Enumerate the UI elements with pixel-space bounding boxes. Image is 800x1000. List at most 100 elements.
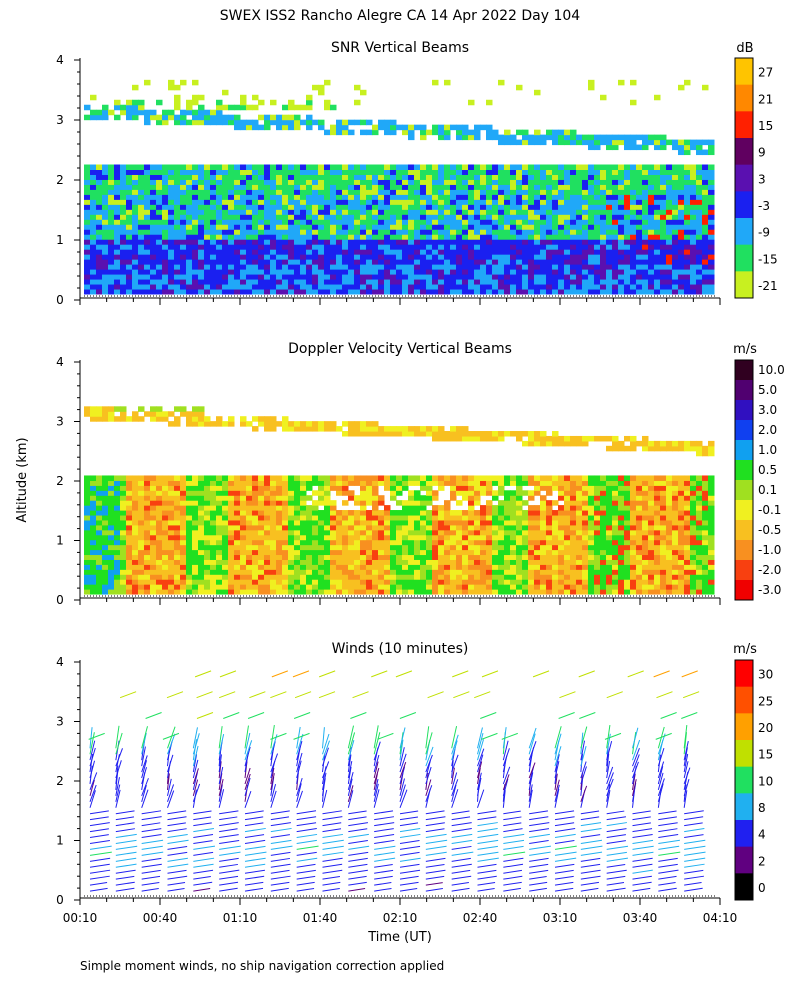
doppler-cell bbox=[318, 534, 325, 541]
snr-cell bbox=[132, 284, 139, 290]
snr-cell bbox=[294, 229, 301, 235]
snr-cell bbox=[252, 189, 259, 195]
doppler-cell bbox=[432, 519, 439, 526]
doppler-cell bbox=[294, 524, 301, 531]
doppler-cell bbox=[150, 524, 157, 531]
doppler-cell bbox=[228, 569, 235, 575]
doppler-cell bbox=[426, 485, 433, 491]
snr-cell bbox=[132, 224, 139, 230]
snr-cell bbox=[708, 219, 715, 225]
snr-cell bbox=[306, 104, 313, 111]
doppler-cell bbox=[120, 490, 127, 496]
snr-cell bbox=[252, 264, 259, 270]
snr-cell bbox=[600, 134, 607, 141]
doppler-cell bbox=[504, 579, 511, 585]
snr-cell bbox=[348, 214, 355, 220]
snr-cell bbox=[168, 254, 175, 260]
doppler-cell bbox=[96, 514, 103, 521]
snr-cell bbox=[426, 244, 433, 250]
doppler-cell bbox=[138, 510, 145, 516]
doppler-cell bbox=[288, 574, 295, 580]
snr-cell bbox=[378, 204, 385, 210]
doppler-cell bbox=[474, 480, 481, 486]
snr-cell bbox=[606, 209, 613, 215]
doppler-cell bbox=[96, 564, 103, 570]
snr-cell bbox=[342, 204, 349, 210]
doppler-cell bbox=[198, 549, 205, 556]
snr-cell bbox=[174, 184, 181, 190]
snr-cell bbox=[618, 289, 625, 295]
doppler-cell bbox=[126, 510, 133, 516]
snr-cell bbox=[156, 189, 163, 195]
snr-cell bbox=[198, 279, 205, 285]
snr-cell bbox=[594, 209, 601, 215]
snr-cell bbox=[132, 239, 139, 245]
snr-cell bbox=[444, 229, 451, 235]
doppler-cell bbox=[516, 505, 523, 511]
snr-cell bbox=[498, 199, 505, 205]
snr-cell bbox=[648, 174, 655, 180]
snr-cell bbox=[510, 179, 517, 185]
snr-cell bbox=[420, 169, 427, 175]
snr-cell bbox=[258, 244, 265, 250]
snr-cell bbox=[186, 164, 193, 170]
snr-cell bbox=[630, 79, 637, 86]
snr-cell bbox=[480, 274, 487, 280]
doppler-cell bbox=[330, 519, 337, 526]
snr-cell bbox=[594, 274, 601, 280]
doppler-cell bbox=[162, 416, 169, 422]
snr-cell bbox=[612, 279, 619, 285]
snr-cell bbox=[606, 174, 613, 180]
doppler-cell bbox=[504, 564, 511, 570]
doppler-cell bbox=[324, 475, 331, 481]
doppler-cell bbox=[240, 505, 247, 511]
doppler-cell bbox=[228, 564, 235, 570]
snr-cell bbox=[366, 204, 373, 210]
snr-cell bbox=[474, 164, 481, 170]
doppler-cell bbox=[504, 584, 511, 590]
doppler-cell bbox=[144, 485, 151, 491]
doppler-cell bbox=[438, 431, 445, 437]
snr-cell bbox=[126, 114, 133, 121]
snr-cell bbox=[306, 169, 313, 175]
snr-cell bbox=[486, 274, 493, 280]
snr-cell bbox=[324, 104, 331, 111]
doppler-cell bbox=[174, 490, 181, 496]
snr-cell bbox=[672, 244, 679, 250]
snr-cell bbox=[108, 224, 115, 230]
doppler-cell bbox=[432, 524, 439, 531]
doppler-cell bbox=[120, 411, 127, 417]
snr-cell bbox=[300, 209, 307, 215]
snr-cell bbox=[660, 264, 667, 270]
doppler-cell bbox=[486, 510, 493, 516]
doppler-cell bbox=[408, 510, 415, 516]
snr-cell bbox=[258, 254, 265, 260]
doppler-cell bbox=[222, 534, 229, 541]
snr-cell bbox=[642, 189, 649, 195]
snr-cell bbox=[618, 229, 625, 235]
snr-cell bbox=[168, 174, 175, 180]
doppler-cell bbox=[282, 534, 289, 541]
snr-cell bbox=[702, 239, 709, 245]
snr-cell bbox=[234, 189, 241, 195]
snr-cell bbox=[228, 274, 235, 280]
doppler-cell bbox=[306, 559, 313, 565]
snr-cell bbox=[486, 244, 493, 250]
doppler-cell bbox=[306, 519, 313, 526]
doppler-cell bbox=[150, 574, 157, 580]
snr-cell bbox=[444, 79, 451, 86]
snr-cell bbox=[150, 179, 157, 185]
snr-cell bbox=[546, 134, 553, 141]
doppler-cell bbox=[294, 554, 301, 560]
doppler-cell bbox=[180, 564, 187, 570]
snr-cell bbox=[186, 209, 193, 215]
snr-cell bbox=[300, 269, 307, 275]
snr-cell bbox=[108, 174, 115, 180]
snr-cell bbox=[342, 119, 349, 126]
snr-cell bbox=[606, 189, 613, 195]
colorbar-label: -21 bbox=[758, 279, 778, 293]
snr-cell bbox=[288, 214, 295, 220]
snr-cell bbox=[300, 199, 307, 205]
doppler-cell bbox=[366, 564, 373, 570]
